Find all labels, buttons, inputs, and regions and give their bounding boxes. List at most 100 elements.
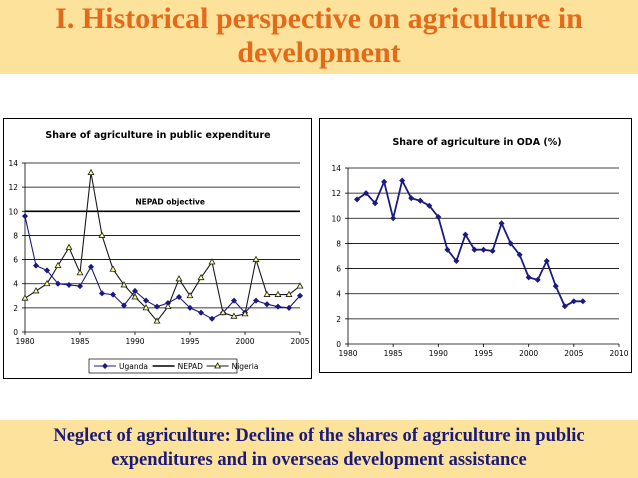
- data-point-uganda: [43, 267, 51, 274]
- data-point-nigeria: [98, 231, 106, 238]
- chart-border: [3, 118, 312, 379]
- annotation-label: NEPAD objective: [135, 197, 205, 206]
- data-point-oda: [399, 177, 406, 184]
- data-point-uganda: [285, 304, 293, 311]
- chart-public-expenditure: Share of agriculture in public expenditu…: [3, 118, 312, 379]
- x-tick-label: 1980: [15, 337, 34, 346]
- data-point-oda: [435, 214, 442, 221]
- data-point-nigeria: [43, 279, 51, 287]
- x-tick-label: 2010: [609, 349, 628, 358]
- data-point-nigeria: [219, 308, 227, 316]
- data-point-nigeria: [230, 312, 238, 319]
- x-tick-label: 1985: [70, 337, 89, 346]
- data-point-oda: [489, 247, 496, 254]
- data-point-nigeria: [208, 258, 216, 265]
- data-point-nigeria: [142, 304, 150, 311]
- slide-title-line1: I. Historical perspective on agriculture…: [55, 2, 583, 35]
- data-point-nigeria: [54, 261, 62, 269]
- data-point-nigeria: [87, 168, 95, 176]
- data-point-nigeria: [153, 317, 161, 324]
- chart-title: Share of agriculture in public expenditu…: [45, 130, 270, 141]
- data-point-oda: [552, 283, 559, 290]
- data-point-nigeria: [175, 275, 183, 282]
- y-tick-label: 10: [8, 207, 18, 216]
- chart-public-expenditure-svg: Share of agriculture in public expenditu…: [3, 118, 312, 379]
- y-tick-label: 10: [331, 214, 341, 223]
- x-tick-label: 1990: [125, 337, 144, 346]
- y-tick-label: 2: [336, 315, 341, 324]
- data-point-uganda: [252, 297, 260, 304]
- y-tick-label: 14: [331, 164, 341, 173]
- data-point-uganda: [21, 213, 29, 220]
- data-point-oda: [498, 220, 505, 227]
- y-tick-label: 14: [8, 159, 18, 168]
- data-point-oda: [534, 276, 541, 283]
- data-point-uganda: [274, 303, 282, 310]
- data-point-nigeria: [131, 293, 139, 300]
- data-point-uganda: [186, 304, 194, 311]
- data-point-oda: [363, 190, 370, 197]
- data-point-uganda: [87, 263, 95, 270]
- slide-title-line2: development: [237, 36, 401, 69]
- data-point-uganda: [54, 280, 62, 287]
- x-tick-label: 1985: [384, 349, 403, 358]
- data-point-oda: [525, 274, 532, 281]
- data-point-oda: [444, 246, 451, 253]
- y-tick-label: 6: [336, 265, 341, 274]
- data-point-oda: [417, 197, 424, 204]
- data-point-uganda: [197, 309, 205, 316]
- x-tick-label: 2000: [235, 337, 254, 346]
- data-point-uganda: [65, 281, 73, 288]
- data-point-oda: [507, 240, 514, 247]
- data-point-oda: [480, 246, 487, 253]
- y-tick-label: 8: [13, 231, 18, 240]
- data-point-uganda: [142, 297, 150, 304]
- data-point-nigeria: [21, 294, 29, 301]
- data-point-nigeria: [32, 287, 40, 294]
- data-point-uganda: [230, 297, 238, 304]
- title-band: [0, 0, 638, 74]
- chart-title: Share of agriculture in ODA (%): [392, 137, 561, 148]
- data-point-uganda: [109, 291, 117, 298]
- x-tick-label: 2005: [290, 337, 309, 346]
- data-point-oda: [471, 246, 478, 253]
- y-tick-label: 6: [13, 256, 18, 265]
- x-tick-label: 1980: [338, 349, 357, 358]
- data-point-nigeria: [65, 243, 73, 250]
- y-tick-label: 4: [336, 290, 341, 299]
- data-point-uganda: [175, 293, 183, 301]
- footer-band: [0, 420, 638, 478]
- data-point-oda: [543, 258, 550, 265]
- y-tick-label: 12: [8, 183, 18, 192]
- data-point-oda: [570, 298, 577, 305]
- slide-title: I. Historical perspective on agriculture…: [0, 2, 638, 70]
- data-point-nigeria: [186, 291, 194, 299]
- y-tick-label: 8: [336, 239, 341, 248]
- chart-border: [319, 118, 632, 373]
- chart-oda-svg: Share of agriculture in ODA (%) 0 2 4 6 8 10 12…: [319, 118, 632, 373]
- series-line-oda: [356, 178, 583, 308]
- slide-caption: Neglect of agriculture: Decline of the s…: [0, 424, 638, 472]
- data-point-oda: [426, 202, 433, 209]
- data-point-oda: [561, 303, 568, 310]
- data-point-nigeria: [164, 302, 172, 310]
- data-point-oda: [390, 215, 397, 222]
- chart-oda: Share of agriculture in ODA (%) 0 2 4 6 8 10 12…: [319, 118, 632, 373]
- legend-label: NEPAD: [178, 362, 204, 371]
- legend-label: Nigeria: [232, 362, 259, 371]
- y-tick-label: 4: [13, 280, 18, 289]
- series-line-nigeria: [24, 172, 301, 322]
- data-point-oda: [516, 251, 523, 258]
- data-point-oda: [579, 298, 586, 305]
- x-tick-label: 1990: [429, 349, 448, 358]
- data-point-nigeria: [76, 269, 84, 276]
- data-point-uganda: [32, 262, 40, 269]
- legend-marker: [101, 362, 109, 370]
- data-point-nigeria: [120, 281, 128, 288]
- data-point-nigeria: [109, 265, 117, 272]
- data-point-nigeria: [197, 273, 205, 281]
- data-point-oda: [372, 200, 379, 207]
- data-point-nigeria: [296, 282, 304, 289]
- y-tick-label: 2: [13, 304, 18, 313]
- y-tick-label: 0: [13, 328, 18, 337]
